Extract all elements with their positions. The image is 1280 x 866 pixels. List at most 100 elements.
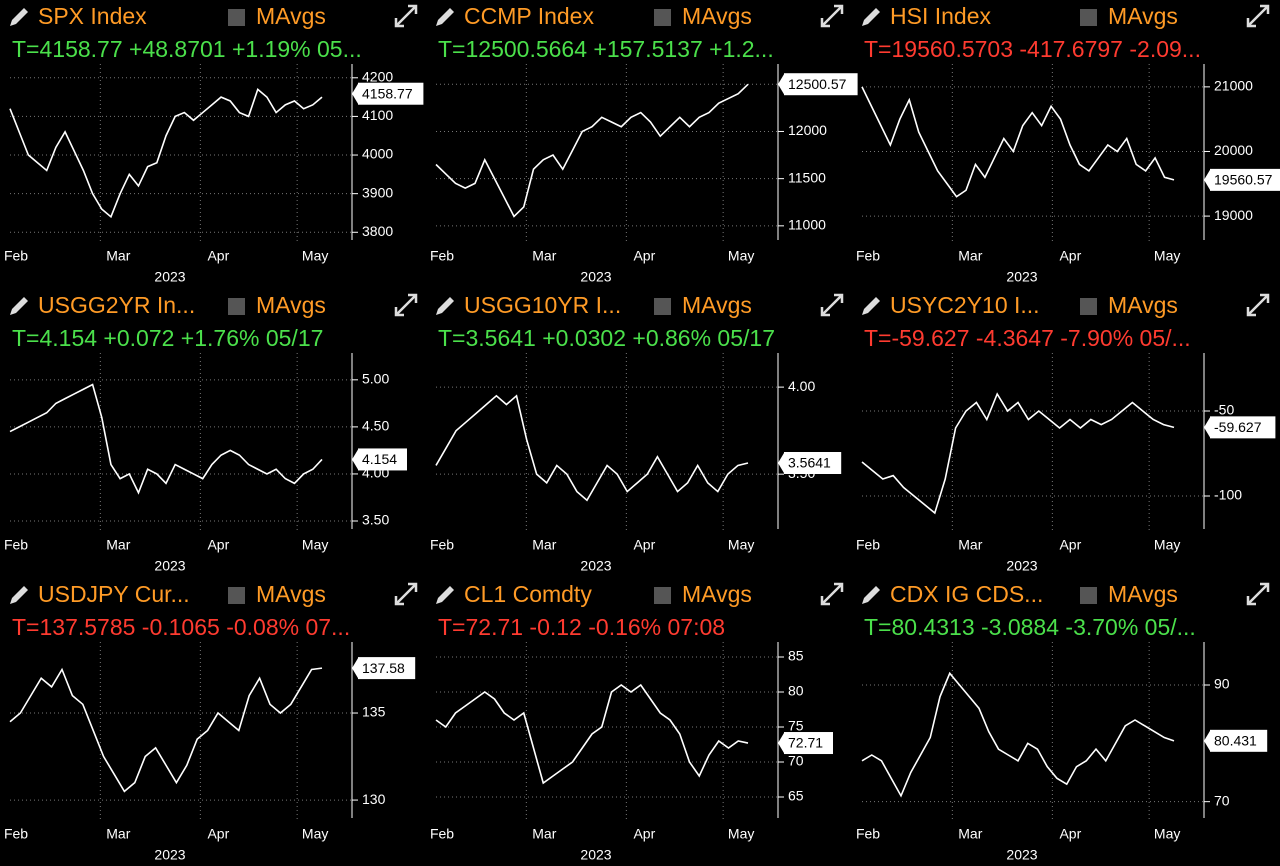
last-value-pointer [1204, 169, 1210, 190]
edit-icon[interactable] [862, 297, 880, 315]
expand-icon[interactable] [1246, 293, 1270, 317]
expand-icon[interactable] [820, 293, 844, 317]
price-line [861, 86, 1175, 198]
y-tick-label: 85 [788, 648, 804, 664]
quote-line: T=137.5785 -0.1065 -0.08% 07... [12, 614, 350, 640]
edit-icon[interactable] [862, 586, 880, 604]
y-tick-label: 4.00 [788, 378, 815, 394]
chart-panel: HSI Index MAvgs T=19560.5703 -417.6797 -2.… [856, 3, 1280, 285]
price-line [9, 383, 323, 495]
last-value-pointer [1204, 417, 1210, 438]
last-value-label: 137.58 [362, 660, 405, 676]
x-tick-label: Feb [856, 826, 880, 842]
y-tick-label: 65 [788, 788, 804, 804]
edit-icon[interactable] [436, 8, 454, 26]
last-value-tag [1210, 416, 1276, 439]
x-tick-label: Apr [207, 248, 229, 264]
last-value-pointer [778, 453, 784, 474]
expand-icon[interactable] [820, 4, 844, 28]
y-tick-label: -50 [1214, 402, 1234, 418]
x-tick-label: May [1154, 537, 1180, 553]
x-tick-label: Feb [856, 248, 880, 264]
chart-title: USYC2Y10 I... [890, 292, 1040, 318]
price-line [9, 667, 323, 793]
last-value-pointer [352, 449, 358, 470]
chart-title: USDJPY Cur... [38, 581, 190, 607]
x-tick-label: Apr [1059, 826, 1081, 842]
chart-panel: CDX IG CDS... MAvgs T=80.4313 -3.0884 -3.7… [856, 581, 1270, 863]
x-axis-year: 2023 [154, 847, 185, 863]
y-tick-label: 5.00 [362, 371, 389, 387]
chart-title: USGG2YR In... [38, 292, 195, 318]
quote-line: T=4.154 +0.072 +1.76% 05/17 [12, 325, 323, 351]
x-tick-label: Apr [207, 826, 229, 842]
price-line [861, 392, 1175, 515]
quote-line: T=12500.5664 +157.5137 +1.2... [438, 36, 774, 62]
last-value-label: 80.431 [1214, 733, 1257, 749]
x-tick-label: Apr [633, 537, 655, 553]
y-tick-label: 19000 [1214, 207, 1253, 223]
quote-line: T=-59.627 -4.3647 -7.90% 05/... [864, 325, 1191, 351]
expand-icon[interactable] [394, 4, 418, 28]
edit-icon[interactable] [10, 586, 28, 604]
mavgs-checkbox[interactable] [228, 9, 245, 26]
last-value-label: 19560.57 [1214, 172, 1273, 188]
expand-icon[interactable] [1246, 582, 1270, 606]
chart-panel: USDJPY Cur... MAvgs T=137.5785 -0.1065 -0.… [4, 581, 418, 863]
expand-icon[interactable] [1246, 4, 1270, 28]
x-tick-label: Apr [633, 248, 655, 264]
x-tick-label: Mar [532, 537, 556, 553]
y-tick-label: 70 [1214, 792, 1230, 808]
mavgs-button[interactable]: MAvgs [256, 3, 326, 29]
x-tick-label: May [728, 537, 754, 553]
mavgs-button[interactable]: MAvgs [1108, 292, 1178, 318]
x-tick-label: Mar [106, 826, 130, 842]
mavgs-checkbox[interactable] [1080, 587, 1097, 604]
last-value-label: -59.627 [1214, 419, 1262, 435]
mavgs-checkbox[interactable] [228, 298, 245, 315]
mavgs-checkbox[interactable] [1080, 9, 1097, 26]
y-tick-label: 3800 [362, 223, 393, 239]
price-line [435, 83, 749, 218]
edit-icon[interactable] [10, 297, 28, 315]
mavgs-button[interactable]: MAvgs [682, 3, 752, 29]
x-tick-label: May [1154, 826, 1180, 842]
mavgs-button[interactable]: MAvgs [256, 581, 326, 607]
price-line [9, 88, 323, 219]
edit-icon[interactable] [10, 8, 28, 26]
expand-icon[interactable] [394, 582, 418, 606]
x-tick-label: Mar [106, 248, 130, 264]
last-value-label: 4.154 [362, 451, 397, 467]
mavgs-button[interactable]: MAvgs [682, 292, 752, 318]
last-value-label: 12500.57 [788, 76, 847, 92]
price-line [435, 683, 749, 785]
chart-title: CCMP Index [464, 3, 594, 29]
y-tick-label: 4100 [362, 107, 393, 123]
price-line [435, 394, 749, 502]
x-axis-year: 2023 [154, 558, 185, 574]
x-tick-label: Feb [4, 826, 28, 842]
last-value-pointer [1204, 730, 1210, 751]
mavgs-checkbox[interactable] [654, 587, 671, 604]
mavgs-checkbox[interactable] [654, 298, 671, 315]
mavgs-button[interactable]: MAvgs [256, 292, 326, 318]
mavgs-button[interactable]: MAvgs [1108, 3, 1178, 29]
mavgs-button[interactable]: MAvgs [1108, 581, 1178, 607]
last-value-label: 4158.77 [362, 85, 413, 101]
expand-icon[interactable] [394, 293, 418, 317]
x-axis-year: 2023 [1006, 269, 1037, 285]
edit-icon[interactable] [436, 297, 454, 315]
mavgs-checkbox[interactable] [228, 587, 245, 604]
x-tick-label: Mar [958, 826, 982, 842]
edit-icon[interactable] [436, 586, 454, 604]
mavgs-checkbox[interactable] [1080, 298, 1097, 315]
chart-title: CL1 Comdty [464, 581, 592, 607]
quote-line: T=80.4313 -3.0884 -3.70% 05/... [864, 614, 1196, 640]
edit-icon[interactable] [862, 8, 880, 26]
mavgs-checkbox[interactable] [654, 9, 671, 26]
expand-icon[interactable] [820, 582, 844, 606]
mavgs-button[interactable]: MAvgs [682, 581, 752, 607]
x-tick-label: Apr [1059, 537, 1081, 553]
